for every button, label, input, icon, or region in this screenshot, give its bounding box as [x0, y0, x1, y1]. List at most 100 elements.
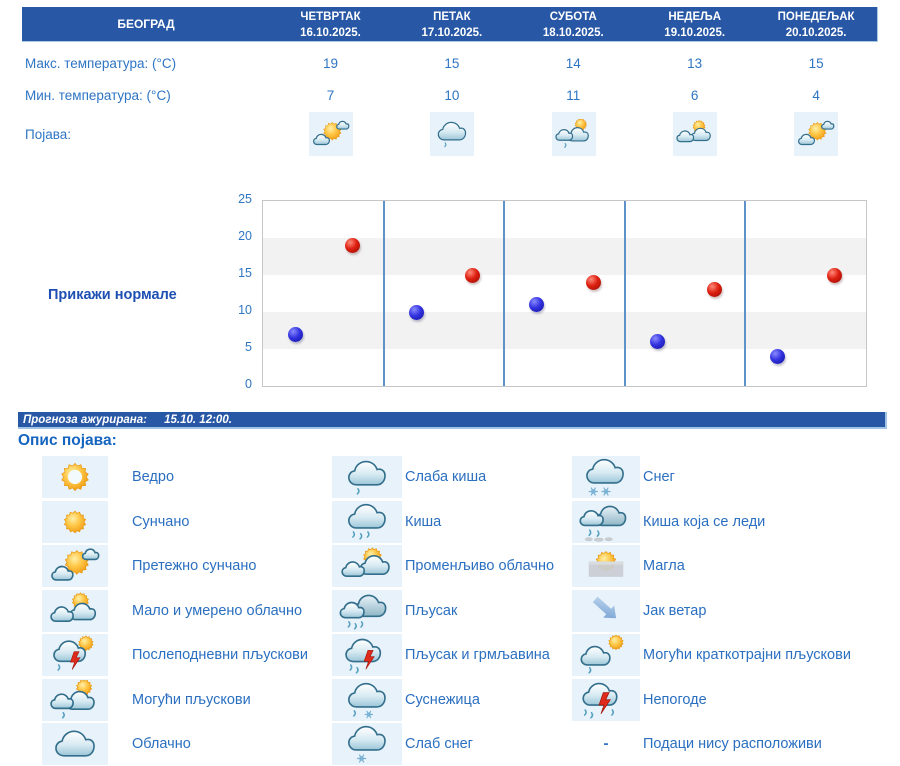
chart-band-15-20	[263, 238, 866, 275]
forecast-updated-bar: Прогноза ажурирана: 15.10. 12:00.	[18, 412, 887, 429]
min-temp-value: 7	[326, 88, 335, 103]
min-temp-dot	[288, 326, 304, 342]
max-temp-dot	[827, 267, 843, 283]
max-temp-dot	[344, 237, 360, 253]
legend-icon-clear	[42, 456, 108, 498]
legend-label: Претежно сунчано	[132, 558, 257, 575]
forecast-weather-icon-light-rain	[430, 112, 475, 156]
chart-y-tick: 20	[238, 229, 252, 243]
day-name: НЕДЕЉА	[668, 11, 722, 23]
chart-day-separator	[623, 201, 626, 386]
max-temp-row-label: Макс. температура: (°C)	[25, 56, 177, 71]
legend-icon-possible-showers	[42, 678, 108, 721]
max-temp-value: 15	[444, 56, 460, 71]
day-header-cell: НЕДЕЉА 19.10.2025.	[634, 7, 755, 41]
legend-label: Јак ветар	[643, 602, 707, 619]
day-name: ПОНЕДЕЉАК	[777, 11, 855, 23]
min-temp-value: 11	[566, 88, 581, 103]
legend-label: Послеподневни пљускови	[132, 647, 308, 664]
legend-icon-rain	[332, 500, 402, 543]
legend-icon-thunder-showers	[332, 634, 402, 677]
day-date: 19.10.2025.	[664, 27, 726, 40]
updated-time: 15.10. 12:00.	[164, 414, 232, 426]
legend-label: Киша која се леди	[643, 513, 766, 530]
legend-icon-fog	[572, 545, 640, 588]
chart-y-tick: 10	[238, 303, 252, 317]
chart-y-tick: 5	[245, 340, 252, 354]
chart-day-separator	[503, 201, 506, 386]
day-name: СУБОТА	[549, 11, 597, 23]
legend-icon-light-snow	[332, 723, 402, 766]
chart-y-tick: 15	[238, 266, 252, 280]
no-data-dash: -	[603, 735, 609, 753]
legend-label: Облачно	[132, 736, 191, 753]
forecast-weather-icon-mostly-sunny	[308, 112, 353, 156]
legend-label: Снег	[643, 469, 675, 485]
legend-icon-possible-brief-showers	[572, 634, 640, 677]
legend-icon-showers	[332, 589, 402, 632]
legend-icon-strong-wind	[572, 589, 640, 632]
legend-icon-sunny	[42, 500, 108, 543]
day-date: 17.10.2025.	[421, 27, 483, 40]
legend-label: Променљиво облачно	[405, 558, 555, 575]
chart-day-separator	[382, 201, 385, 386]
legend-icon-afternoon-showers	[42, 634, 108, 677]
max-temp-dot	[585, 274, 601, 290]
max-temp-value: 14	[565, 56, 581, 71]
legend-label: Могући пљускови	[132, 691, 251, 708]
day-header-cell: ПОНЕДЕЉАК 20.10.2025.	[756, 7, 877, 41]
day-header-cell: СУБОТА 18.10.2025.	[513, 7, 634, 41]
updated-label: Прогноза ажурирана:	[23, 414, 147, 426]
chart-day-separator	[744, 201, 747, 386]
max-temp-value: 19	[322, 56, 339, 71]
legend-label: Могући краткотрајни пљускови	[643, 647, 851, 664]
min-temp-value: 10	[444, 88, 460, 103]
phenomena-row-label: Појава:	[25, 127, 71, 142]
legend-label: Слаб снег	[405, 736, 473, 753]
legend-label: Непогоде	[643, 691, 707, 708]
max-temp-dot	[706, 282, 722, 298]
day-header-cell: ПЕТАК 17.10.2025.	[391, 7, 512, 41]
day-header-cell: ЧЕТВРТАК 16.10.2025.	[270, 7, 391, 41]
min-temp-value: 4	[812, 88, 820, 103]
forecast-weather-icon-partly-cloudy	[672, 112, 717, 156]
legend-label: Суснежица	[405, 691, 480, 708]
day-date: 20.10.2025.	[785, 27, 847, 40]
min-temp-dot	[649, 334, 665, 350]
min-temp-value: 6	[690, 88, 699, 103]
legend-label: Ведро	[132, 469, 175, 485]
legend-label: Пљусак	[405, 602, 458, 619]
chart-y-tick: 25	[238, 192, 252, 206]
legend-icon-partly-cloudy	[42, 589, 108, 632]
legend-label: Магла	[643, 558, 685, 575]
legend-label: Слаба киша	[405, 469, 487, 485]
forecast-weather-icon-possible-showers	[551, 112, 596, 156]
day-name: ПЕТАК	[433, 11, 471, 23]
legend-label: Сунчано	[132, 513, 190, 530]
legend-label: Мало и умерено облачно	[132, 602, 303, 619]
min-temp-dot	[770, 348, 786, 364]
legend-icon-variable-clouds	[332, 545, 402, 588]
legend-icon-cloudy	[42, 723, 108, 766]
legend-label: Пљусак и грмљавина	[405, 647, 550, 664]
max-temp-dot	[465, 267, 481, 283]
max-temp-value: 13	[687, 56, 703, 71]
max-temp-value: 15	[808, 56, 824, 71]
legend-label: Киша	[405, 513, 442, 530]
temperature-chart	[262, 200, 867, 387]
legend-label: Подаци нису расположиви	[643, 736, 822, 753]
forecast-header-bar: БЕОГРАД ЧЕТВРТАК 16.10.2025. ПЕТАК 17.10.20…	[22, 7, 878, 42]
chart-y-tick: 0	[245, 377, 252, 391]
min-temp-row-label: Мин. температура: (°C)	[25, 88, 171, 103]
legend-icon-snow	[572, 456, 640, 498]
legend-icon-storms	[572, 678, 640, 721]
forecast-weather-icon-mostly-sunny	[794, 112, 839, 156]
show-normals-link[interactable]: Прикажи нормале	[48, 287, 177, 303]
legend-icon-light-rain	[332, 456, 402, 498]
day-date: 16.10.2025.	[300, 27, 361, 40]
legend-icon-freezing-rain	[572, 500, 640, 543]
city-name: БЕОГРАД	[117, 17, 175, 31]
legend-title: Опис појава:	[18, 432, 117, 449]
min-temp-dot	[529, 297, 545, 313]
